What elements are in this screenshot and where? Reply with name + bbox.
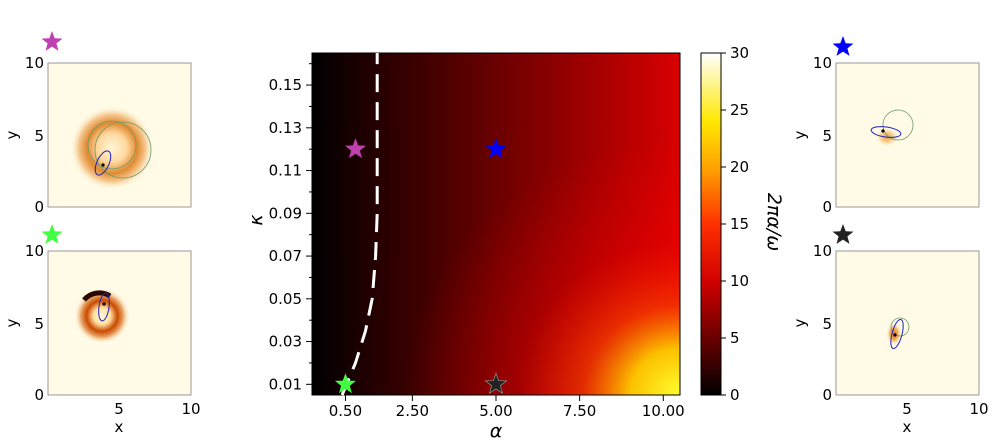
- inset-magenta: 10 5 0 y: [3, 31, 192, 216]
- inset-green-x-label: x: [115, 418, 124, 436]
- inset-green-point: [102, 302, 106, 306]
- inset-blue-y-tick-10: 10: [813, 54, 832, 72]
- inset-black-x-tick-5: 5: [902, 400, 912, 418]
- inset-magenta-y-tick-10: 10: [25, 54, 44, 72]
- inset-magenta-y-tick-5: 5: [34, 127, 44, 145]
- inset-black-y-tick-5: 5: [822, 315, 832, 333]
- inset-green-y-tick-5: 5: [34, 315, 44, 333]
- inset-magenta-star: [41, 31, 63, 51]
- inset-magenta-contour-2: [94, 121, 152, 179]
- inset-black-y-tick-10: 10: [813, 242, 832, 260]
- inset-green-y-label: y: [3, 318, 21, 327]
- colorbar-tick-label: 30: [730, 44, 749, 62]
- colorbar-gradient: [700, 52, 722, 396]
- inset-black-x-label: x: [903, 418, 912, 436]
- main-y-tick-label: 0.01: [269, 375, 302, 393]
- main-y-tick-label: 0.07: [269, 247, 302, 265]
- inset-green-y-tick-10: 10: [25, 242, 44, 260]
- star-marker-magenta: [345, 138, 366, 159]
- colorbar-tick-label: 5: [730, 329, 740, 347]
- main-heatmap: 0.50 2.50 5.00 7.50 10.00 0.010.030.050.070.…: [245, 52, 685, 442]
- main-x-tick-label: 5.00: [479, 402, 512, 420]
- main-y-tick-label: 0.15: [269, 76, 302, 94]
- main-x-ticks: 0.50 2.50 5.00 7.50 10.00: [329, 395, 685, 420]
- colorbar-tick-label: 15: [730, 215, 749, 233]
- inset-green-x-tick-5: 5: [114, 400, 124, 418]
- inset-blue-star: [832, 36, 854, 56]
- colorbar-tick-label: 0: [730, 386, 740, 404]
- inset-black-point: [893, 333, 897, 337]
- main-y-tick-label: 0.05: [269, 290, 302, 308]
- inset-blue-point: [881, 129, 885, 133]
- star-marker-black: [484, 372, 508, 395]
- main-y-tick-label: 0.13: [269, 119, 302, 137]
- heatmap-hot-corner: [312, 53, 680, 395]
- inset-blue-ellipse: [870, 126, 902, 138]
- inset-magenta-ellipse: [94, 150, 112, 176]
- colorbar: 0 5 10 15 20 25 30 2πα/ω: [700, 44, 785, 404]
- main-y-ticks: 0.01 0.03 0.05 0.07 0.09 0.11 0.13 0.15: [269, 63, 312, 393]
- main-star-markers: [335, 138, 508, 395]
- inset-magenta-contour-1: [87, 120, 137, 170]
- inset-magenta-density-ring: [70, 106, 154, 190]
- inset-green-star: [41, 224, 63, 244]
- inset-blue-y-tick-0: 0: [822, 198, 832, 216]
- main-x-tick-label: 2.50: [396, 402, 429, 420]
- main-x-tick-label: 7.50: [563, 402, 596, 420]
- inset-green-x-tick-10: 10: [181, 400, 200, 418]
- inset-magenta-point: [101, 163, 105, 167]
- colorbar-tick-label: 25: [730, 101, 749, 119]
- inset-blue-y-tick-5: 5: [822, 127, 832, 145]
- inset-magenta-y-label: y: [3, 130, 21, 139]
- inset-black-y-tick-0: 0: [822, 386, 832, 404]
- inset-blue-y-label: y: [791, 130, 809, 139]
- main-y-axis-label: κ: [245, 214, 267, 226]
- inset-black-star: [832, 224, 854, 244]
- inset-green-density-ring: [74, 288, 130, 344]
- main-x-axis-label: α: [490, 420, 503, 442]
- inset-blue-contour: [882, 109, 914, 141]
- main-x-tick-label: 0.50: [329, 402, 362, 420]
- inset-green: 10 5 0 y 5 10 x: [3, 224, 201, 436]
- main-y-tick-label: 0.09: [269, 204, 302, 222]
- main-y-tick-label: 0.03: [269, 333, 302, 351]
- inset-magenta-y-tick-0: 0: [34, 198, 44, 216]
- inset-black-contour: [890, 317, 910, 337]
- inset-black: 10 5 0 y 5 10 x: [791, 224, 989, 436]
- colorbar-tick-label: 10: [730, 272, 749, 290]
- boundary-dashed-curve: [340, 53, 379, 396]
- star-marker-green: [335, 373, 356, 394]
- main-y-tick-label: 0.11: [269, 162, 302, 180]
- inset-black-x-tick-10: 10: [969, 400, 988, 418]
- colorbar-ticks: 0 5 10 15 20 25 30: [721, 44, 749, 404]
- inset-green-ellipse: [98, 292, 110, 322]
- star-marker-blue: [485, 138, 507, 159]
- colorbar-label: 2πα/ω: [763, 193, 785, 251]
- inset-black-field: [835, 250, 980, 396]
- inset-blue-field: [835, 62, 980, 208]
- colorbar-tick-label: 20: [730, 158, 749, 176]
- inset-green-y-tick-0: 0: [34, 386, 44, 404]
- inset-black-ellipse: [890, 318, 904, 350]
- main-x-tick-label: 10.00: [642, 402, 685, 420]
- inset-blue: 10 5 0 y: [791, 36, 980, 216]
- inset-black-y-label: y: [791, 318, 809, 327]
